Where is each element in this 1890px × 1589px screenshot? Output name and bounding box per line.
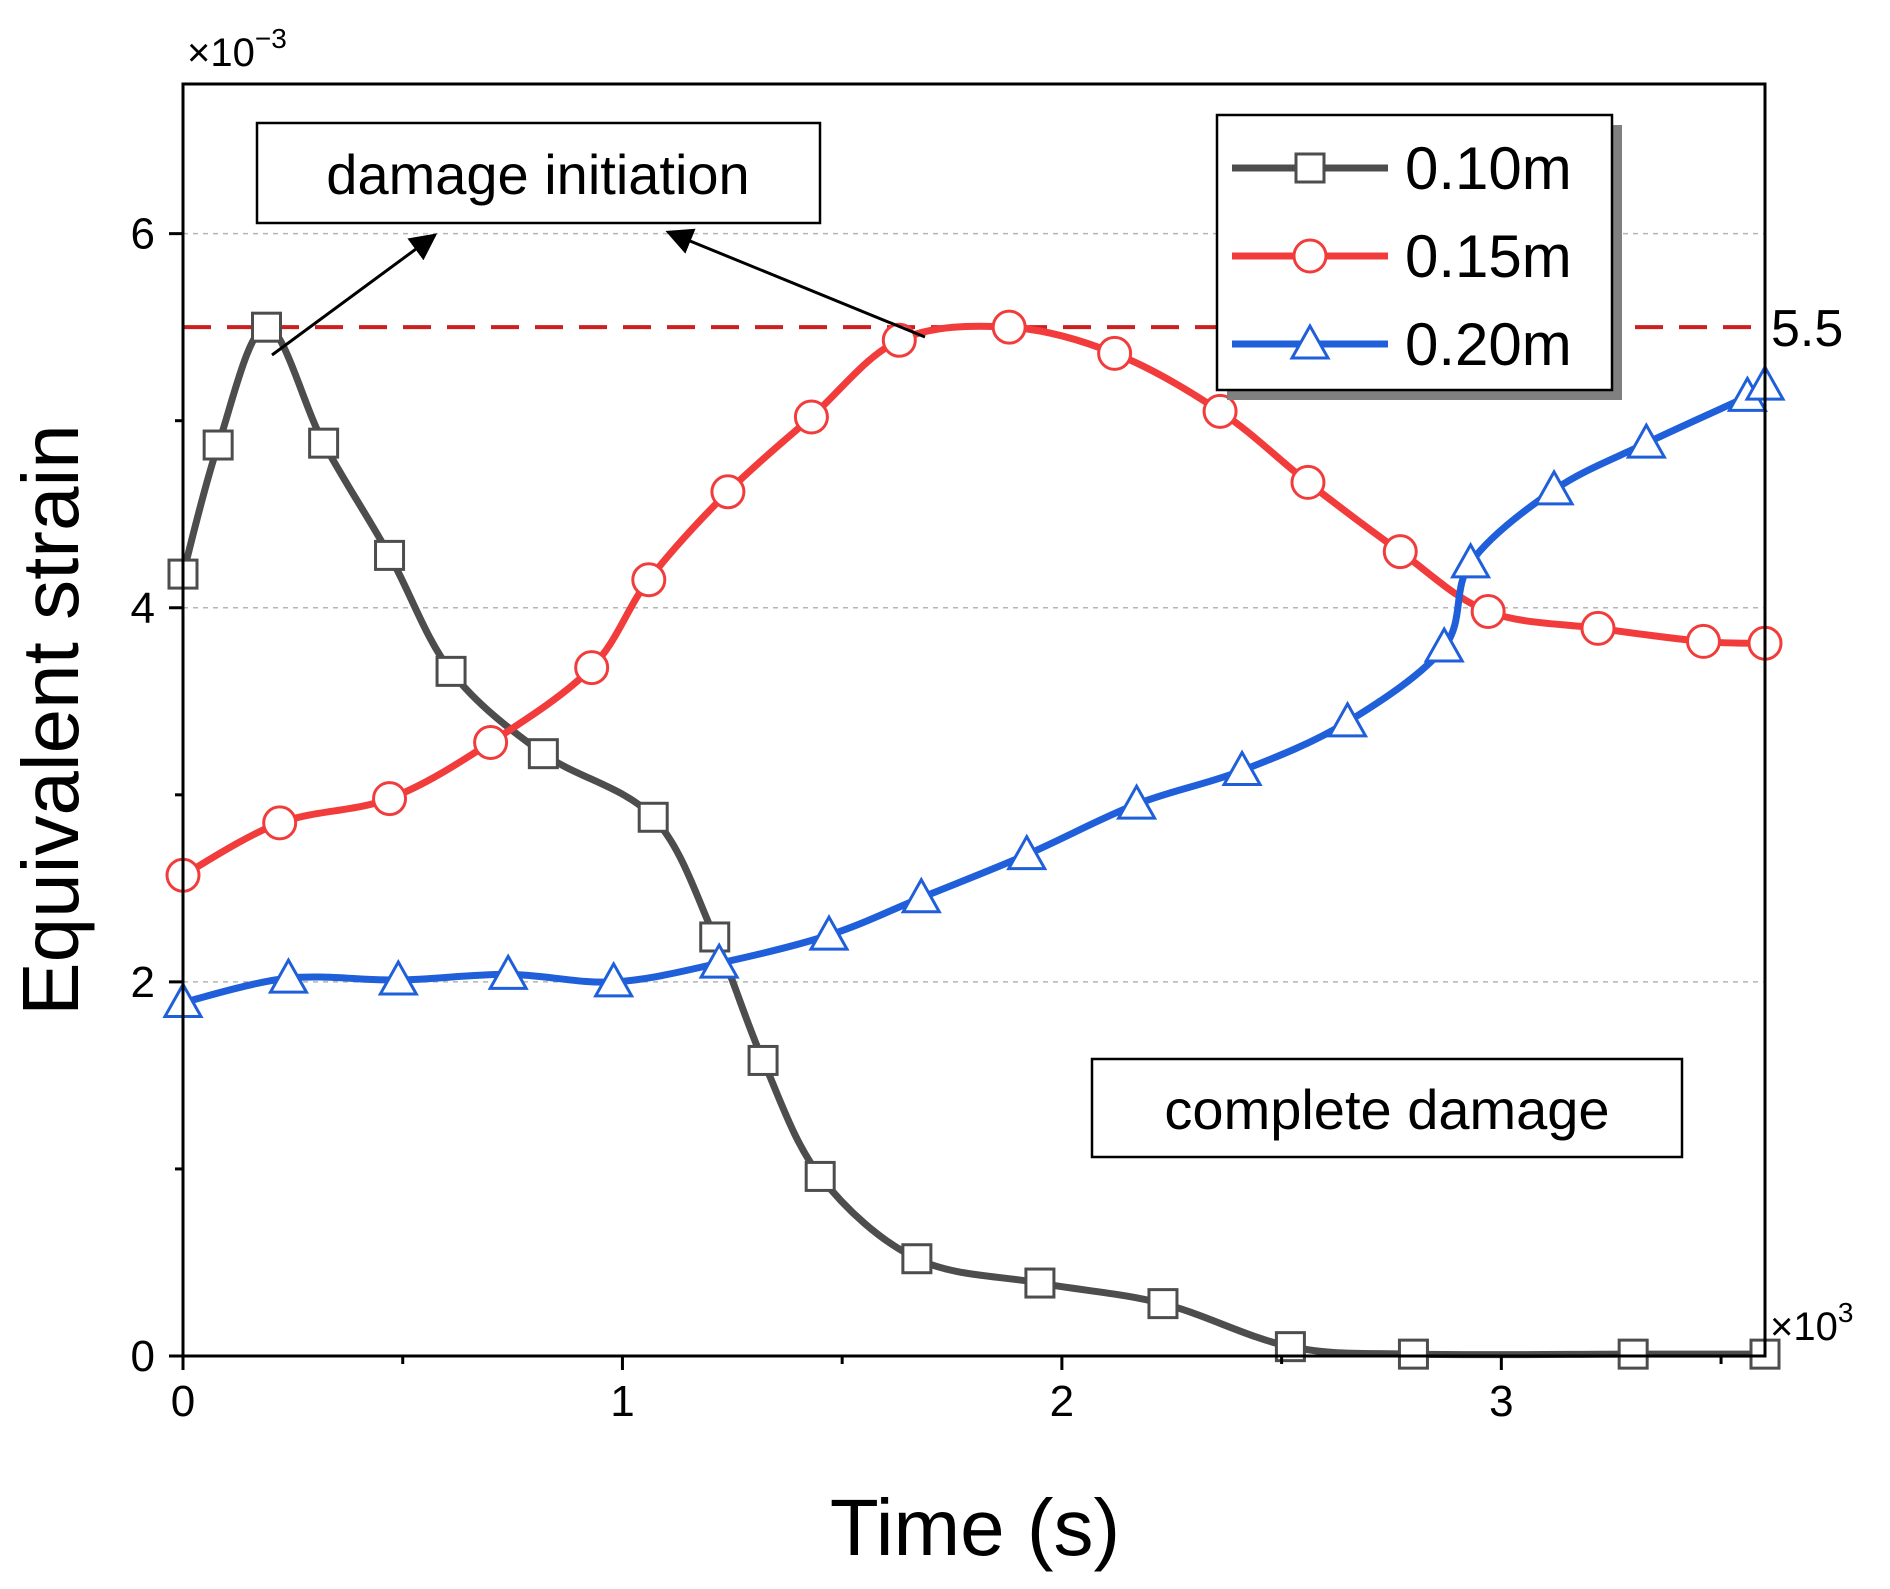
series-0.15m xyxy=(165,309,1783,893)
grid-lines xyxy=(183,232,1765,983)
annotation-text: complete damage xyxy=(1164,1078,1609,1141)
data-point xyxy=(593,960,635,998)
data-point xyxy=(262,805,298,841)
data-point xyxy=(1326,700,1369,738)
y-tick-label: 6 xyxy=(131,210,155,259)
y-multiplier-label: ×10−3 xyxy=(187,23,287,75)
data-point xyxy=(1533,468,1575,506)
data-point xyxy=(901,1243,933,1275)
annotation-arrow xyxy=(271,233,438,357)
series-0.20m xyxy=(162,364,1786,1018)
data-point xyxy=(1470,594,1506,630)
data-point xyxy=(377,958,419,996)
data-point xyxy=(698,942,740,979)
reference-line-label: 5.5 xyxy=(1771,300,1843,358)
legend-marker xyxy=(1289,322,1331,360)
data-point xyxy=(699,921,731,953)
axis-ticks xyxy=(169,232,1723,1370)
series-group xyxy=(162,309,1786,1370)
x-tick-label: 3 xyxy=(1489,1377,1513,1426)
legend-label: 0.20m xyxy=(1405,311,1572,378)
annotation-complete-damage: complete damage xyxy=(1090,1057,1684,1159)
y-tick-label: 2 xyxy=(131,958,155,1007)
data-point xyxy=(881,322,917,358)
legend-item: 0.15m xyxy=(1232,223,1572,290)
data-point xyxy=(1006,833,1048,871)
data-point xyxy=(1221,749,1263,787)
x-multiplier-label: ×103 xyxy=(1770,1297,1853,1349)
data-point xyxy=(1397,1338,1429,1370)
annotation-damage-initiation: damage initiation xyxy=(255,121,926,357)
data-point xyxy=(1685,623,1721,659)
y-axis-title: Equivalent strain xyxy=(6,424,95,1015)
data-point xyxy=(1097,335,1133,371)
legend-item: 0.20m xyxy=(1232,311,1572,378)
data-point xyxy=(747,1044,779,1076)
data-point xyxy=(808,914,850,951)
reference-line-group: 5.5 xyxy=(183,300,1843,358)
data-point xyxy=(308,427,340,459)
data-point xyxy=(804,1160,836,1192)
legend-label: 0.10m xyxy=(1405,135,1572,202)
data-point xyxy=(1024,1267,1056,1299)
data-point xyxy=(372,781,408,817)
data-point xyxy=(1290,464,1326,500)
data-point xyxy=(473,724,509,760)
annotation-text: damage initiation xyxy=(326,143,749,206)
axis-tick-labels: 0 1 2 3 0 2 4 6 xyxy=(131,210,1514,1426)
data-point xyxy=(487,953,529,990)
annotation-box xyxy=(1090,1057,1684,1159)
legend-marker xyxy=(1292,238,1328,274)
plot-frame xyxy=(181,82,1767,1358)
y-tick-label: 4 xyxy=(131,584,155,633)
data-point xyxy=(900,876,942,914)
legend-marker xyxy=(1294,152,1326,184)
data-point xyxy=(1625,422,1667,459)
data-point xyxy=(637,801,669,833)
data-point xyxy=(202,429,234,461)
data-point xyxy=(374,539,406,571)
data-point xyxy=(1382,534,1418,570)
data-point xyxy=(1202,393,1238,429)
data-point xyxy=(435,655,467,687)
data-point xyxy=(527,738,559,770)
data-point xyxy=(1423,625,1465,663)
legend: 0.10m 0.15m 0.20m xyxy=(1215,113,1622,400)
data-point xyxy=(1147,1288,1179,1320)
series-0.10m xyxy=(167,311,1781,1370)
data-point xyxy=(631,562,667,598)
data-point xyxy=(710,474,746,510)
data-point xyxy=(250,311,282,343)
data-point xyxy=(267,957,310,994)
data-point xyxy=(1617,1338,1649,1370)
x-axis-title: Time (s) xyxy=(830,1483,1120,1572)
x-tick-label: 2 xyxy=(1050,1377,1074,1426)
legend-items: 0.10m 0.15m 0.20m xyxy=(1232,135,1572,378)
data-point xyxy=(1116,783,1158,820)
data-point xyxy=(991,309,1027,345)
data-point xyxy=(793,399,829,435)
y-tick-label: 0 xyxy=(131,1332,155,1381)
x-tick-label: 1 xyxy=(610,1377,634,1426)
annotation-box xyxy=(255,121,822,225)
data-point xyxy=(1450,541,1492,579)
legend-label: 0.15m xyxy=(1405,223,1572,290)
annotation-arrow xyxy=(665,228,926,339)
data-point xyxy=(1580,610,1616,646)
x-tick-label: 0 xyxy=(171,1377,195,1426)
legend-item: 0.10m xyxy=(1232,135,1572,202)
data-point xyxy=(574,650,610,686)
